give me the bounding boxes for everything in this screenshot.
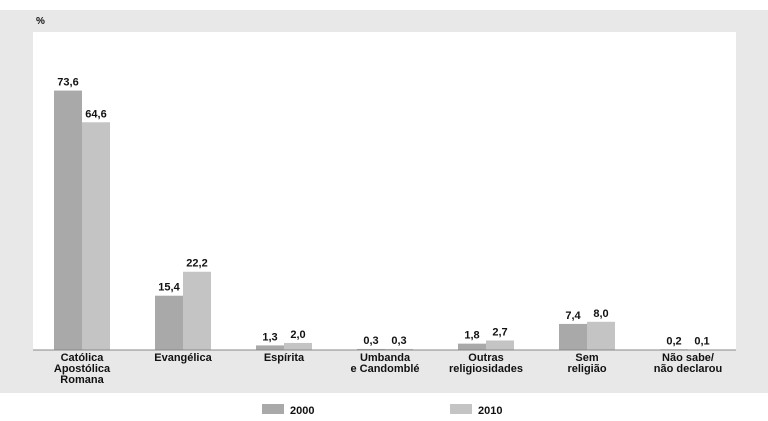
value-label-2000-4: 1,8 (464, 330, 479, 342)
legend-label-2000: 2000 (290, 405, 314, 417)
category-label-6-0: Não sabe/ (662, 352, 714, 364)
value-label-2000-3: 0,3 (363, 335, 378, 347)
category-label-5-0: Sem (575, 352, 598, 364)
value-label-2000-5: 7,4 (565, 310, 581, 322)
category-label-0-2: Romana (60, 374, 104, 386)
category-label-4-1: religiosidades (449, 363, 523, 375)
value-label-2000-1: 15,4 (158, 282, 180, 294)
y-unit-label: % (36, 16, 45, 27)
category-label-6-1: não declarou (654, 363, 722, 375)
bar-2000-0 (54, 90, 82, 350)
value-label-2010-1: 22,2 (186, 258, 207, 270)
bar-2010-0 (82, 122, 110, 350)
category-label-3-0: Umbanda (360, 352, 411, 364)
category-label-0-1: Apostólica (54, 363, 111, 375)
value-label-2010-3: 0,3 (391, 335, 406, 347)
value-label-2000-2: 1,3 (262, 331, 277, 343)
bar-2000-2 (256, 345, 284, 350)
bar-2010-4 (486, 340, 514, 350)
category-label-3-1: e Candomblé (350, 363, 419, 375)
value-label-2010-5: 8,0 (593, 308, 608, 320)
legend: 2000 2010 (262, 404, 502, 417)
bar-2010-5 (587, 321, 615, 350)
bar-2000-4 (458, 343, 486, 350)
category-label-0-0: Católica (61, 352, 105, 364)
bar-2010-2 (284, 342, 312, 350)
value-labels-group: 73,6 64,6 15,4 22,2 1,3 2,0 0,3 0,3 1,8 2,7 7,4 8,0… (57, 77, 709, 348)
value-label-2000-6: 0,2 (666, 335, 681, 347)
plot-area (33, 32, 736, 350)
value-label-2010-4: 2,7 (492, 326, 507, 338)
category-label-5-1: religião (567, 363, 606, 375)
bars-group (33, 90, 736, 351)
value-label-2010-6: 0,1 (694, 336, 709, 348)
bar-2000-5 (559, 323, 587, 350)
bar-2010-3 (385, 348, 413, 350)
value-label-2000-0: 73,6 (57, 77, 78, 89)
category-label-2-0: Espírita (264, 352, 305, 364)
legend-swatch-2010 (450, 404, 472, 414)
bar-2000-1 (155, 295, 183, 350)
value-label-2010-0: 64,6 (85, 108, 106, 120)
category-label-4-0: Outras (468, 352, 503, 364)
value-label-2010-2: 2,0 (290, 329, 305, 341)
bar-2000-3 (357, 348, 385, 350)
category-label-1-0: Evangélica (154, 352, 212, 364)
bar-2010-1 (183, 271, 211, 350)
legend-swatch-2000 (262, 404, 284, 414)
legend-label-2010: 2010 (478, 405, 502, 417)
